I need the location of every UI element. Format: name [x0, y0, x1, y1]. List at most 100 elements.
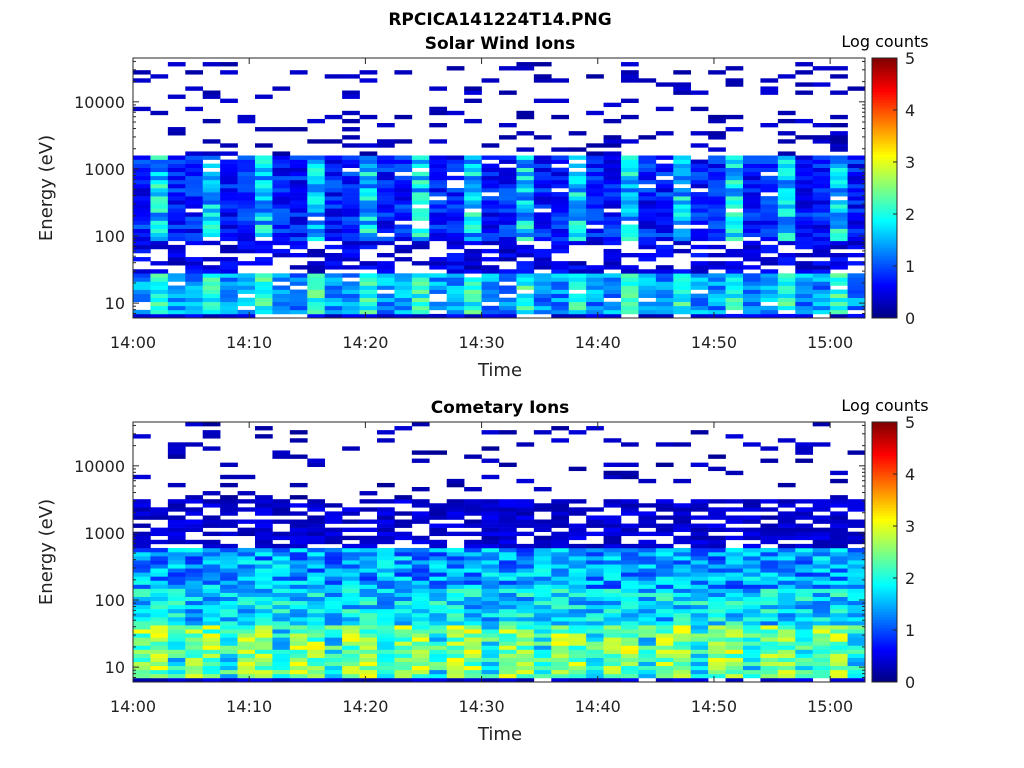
colorbar-segment — [872, 177, 897, 181]
spectrogram-cell — [202, 240, 221, 246]
spectrogram-cell — [568, 556, 587, 561]
spectrogram-cell — [464, 90, 482, 95]
spectrogram-cell — [568, 621, 587, 626]
spectrogram-cell — [812, 584, 831, 589]
spectrogram-cell — [638, 257, 657, 262]
spectrogram-cell — [237, 625, 256, 630]
spectrogram-cell — [830, 527, 848, 532]
spectrogram-cell — [777, 285, 796, 290]
spectrogram-cell — [272, 289, 291, 294]
spectrogram-cell — [342, 236, 360, 242]
spectrogram-cell — [551, 277, 570, 282]
colorbar-segment — [872, 154, 897, 158]
spectrogram-cell — [272, 629, 291, 634]
spectrogram-cell — [795, 70, 814, 75]
spectrogram-cell — [307, 600, 326, 606]
spectrogram-cell — [690, 175, 709, 181]
spectrogram-cell — [568, 305, 587, 311]
spectrogram-cell — [324, 552, 343, 557]
spectrogram-cell — [586, 560, 604, 565]
spectrogram-cell — [359, 70, 378, 75]
spectrogram-cell — [324, 114, 343, 120]
spectrogram-cell — [499, 604, 517, 610]
spectrogram-cell — [743, 232, 761, 238]
spectrogram-cell — [533, 228, 552, 233]
spectrogram-cell — [551, 503, 570, 508]
spectrogram-cell — [586, 596, 604, 602]
spectrogram-cell — [464, 216, 482, 221]
spectrogram-cell — [411, 228, 430, 233]
spectrogram-cell — [760, 531, 779, 537]
spectrogram-cell — [185, 240, 204, 246]
spectrogram-cell — [150, 240, 169, 246]
spectrogram-cell — [690, 633, 709, 638]
spectrogram-cell — [150, 625, 169, 630]
spectrogram-cell — [812, 543, 831, 549]
spectrogram-cell — [655, 273, 674, 278]
spectrogram-cell — [655, 604, 674, 610]
spectrogram-cell — [481, 564, 500, 569]
spectrogram-cell — [638, 596, 657, 602]
spectrogram-cell — [795, 673, 814, 679]
spectrogram-cell — [621, 523, 639, 528]
spectrogram-cell — [289, 228, 308, 233]
spectrogram-cell — [638, 503, 657, 508]
spectrogram-cell — [568, 576, 587, 581]
spectrogram-cell — [812, 576, 831, 581]
spectrogram-cell — [481, 430, 500, 435]
spectrogram-cell — [255, 171, 273, 177]
spectrogram-cell — [411, 422, 430, 427]
colorbar-segment — [872, 630, 897, 633]
spectrogram-cell — [725, 281, 744, 286]
spectrogram-cell — [464, 503, 482, 508]
spectrogram-cell — [464, 167, 482, 173]
spectrogram-cell — [359, 665, 378, 671]
spectrogram-cell — [185, 151, 204, 156]
spectrogram-cell — [621, 265, 639, 270]
colorbar-segment — [872, 585, 897, 589]
spectrogram-cell — [777, 633, 796, 638]
spectrogram-cell — [830, 74, 848, 79]
spectrogram-cell — [481, 629, 500, 634]
spectrogram-cell — [272, 519, 291, 524]
spectrogram-cell — [307, 192, 326, 197]
spectrogram-cell — [133, 216, 151, 221]
spectrogram-cell — [830, 547, 848, 553]
spectrogram-cell — [342, 228, 360, 233]
spectrogram-cell — [202, 564, 221, 569]
spectrogram-cell — [324, 212, 343, 217]
spectrogram-cell — [690, 171, 709, 177]
spectrogram-cell — [185, 175, 204, 181]
spectrogram-cell — [394, 641, 413, 646]
spectrogram-cell — [185, 183, 204, 189]
spectrogram-cell — [743, 297, 761, 303]
spectrogram-cell — [690, 228, 709, 233]
spectrogram-cell — [481, 458, 500, 463]
spectrogram-cell — [237, 604, 256, 610]
spectrogram-cell — [150, 596, 169, 602]
spectrogram-cell — [499, 661, 517, 667]
spectrogram-cell — [760, 645, 779, 650]
spectrogram-cell — [499, 552, 517, 557]
colorbar-segment — [872, 650, 897, 654]
spectrogram-cell — [150, 511, 169, 516]
spectrogram-cell — [516, 568, 535, 573]
spectrogram-cell — [167, 305, 186, 311]
spectrogram-cell — [795, 171, 814, 177]
spectrogram-cell — [603, 572, 622, 577]
spectrogram-cell — [830, 560, 848, 565]
spectrogram-cell — [743, 637, 761, 642]
spectrogram-cell — [743, 592, 761, 597]
spectrogram-cell — [185, 507, 204, 512]
spectrogram-cell — [150, 305, 169, 311]
spectrogram-cell — [237, 297, 256, 303]
spectrogram-cell — [150, 192, 169, 197]
spectrogram-cell — [568, 163, 587, 168]
spectrogram-cell — [237, 240, 256, 246]
spectrogram-cell — [795, 265, 814, 270]
spectrogram-cell — [499, 519, 517, 524]
spectrogram-cell — [446, 159, 465, 164]
spectrogram-cell — [220, 224, 238, 229]
colorbar-segment — [872, 622, 897, 626]
spectrogram-cell — [777, 523, 796, 528]
